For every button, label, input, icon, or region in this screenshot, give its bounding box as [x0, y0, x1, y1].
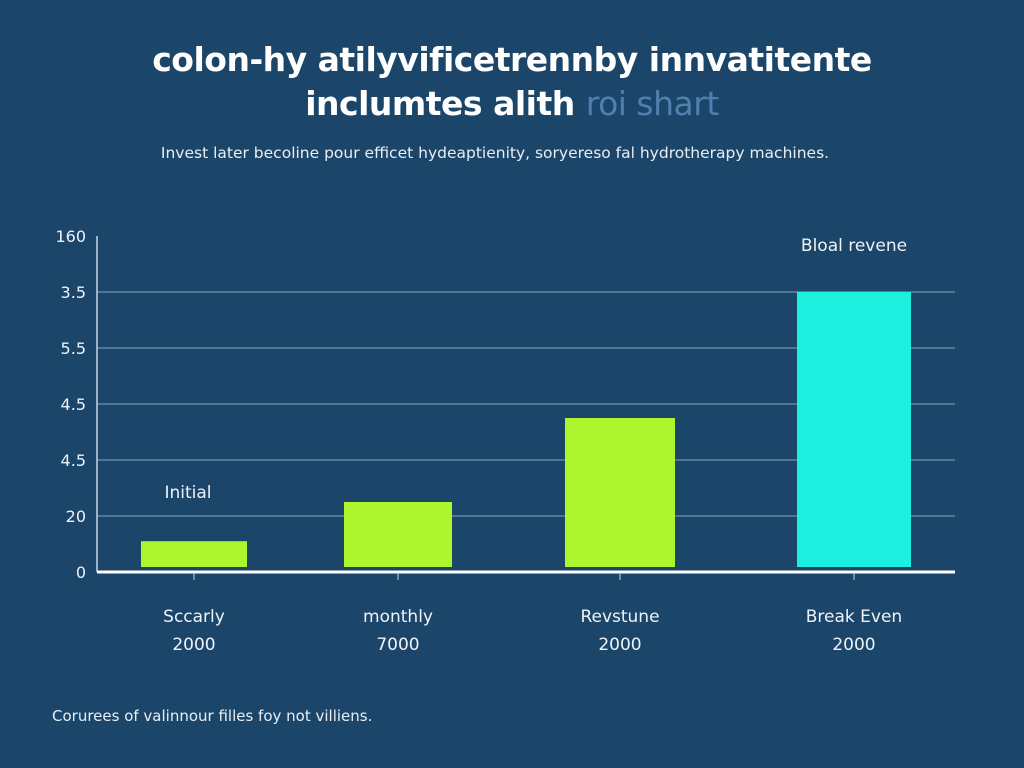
y-tick-label: 20	[66, 507, 86, 526]
x-category-label: Sccarly	[163, 607, 225, 627]
x-category-label: Break Even	[806, 607, 902, 627]
y-tick-label: 5.5	[61, 339, 86, 358]
chart-title-line1: colon-hy atilyvificetrennby innvatitente	[152, 40, 872, 79]
bar-revstune	[565, 418, 675, 567]
x-category-label: monthly	[363, 607, 433, 627]
bar-break-even	[797, 292, 911, 567]
bar-monthly	[344, 502, 452, 567]
x-category-value: 7000	[376, 635, 419, 655]
x-category-value: 2000	[598, 635, 641, 655]
x-category-label: Revstune	[580, 607, 659, 627]
y-tick-label: 160	[55, 227, 86, 246]
y-tick-label: 0	[76, 563, 86, 582]
title-accent: roi shart	[585, 84, 720, 123]
annotation-label: Initial	[164, 483, 211, 503]
x-category-value: 2000	[832, 635, 875, 655]
chart-subtitle: Invest later becoline pour efficet hydea…	[160, 144, 830, 162]
chart-footer: Corurees of valinnour filles foy not vil…	[52, 707, 373, 725]
bar-sccarly	[141, 541, 247, 567]
title-main: inclumtes alith	[305, 84, 575, 123]
annotation-label: Bloal revene	[801, 236, 907, 256]
y-tick-label: 4.5	[61, 395, 86, 414]
y-tick-label: 3.5	[61, 283, 86, 302]
x-category-value: 2000	[172, 635, 215, 655]
chart-title-line2: inclumtes alith roi shart	[0, 84, 1024, 123]
y-tick-label: 4.5	[61, 451, 86, 470]
